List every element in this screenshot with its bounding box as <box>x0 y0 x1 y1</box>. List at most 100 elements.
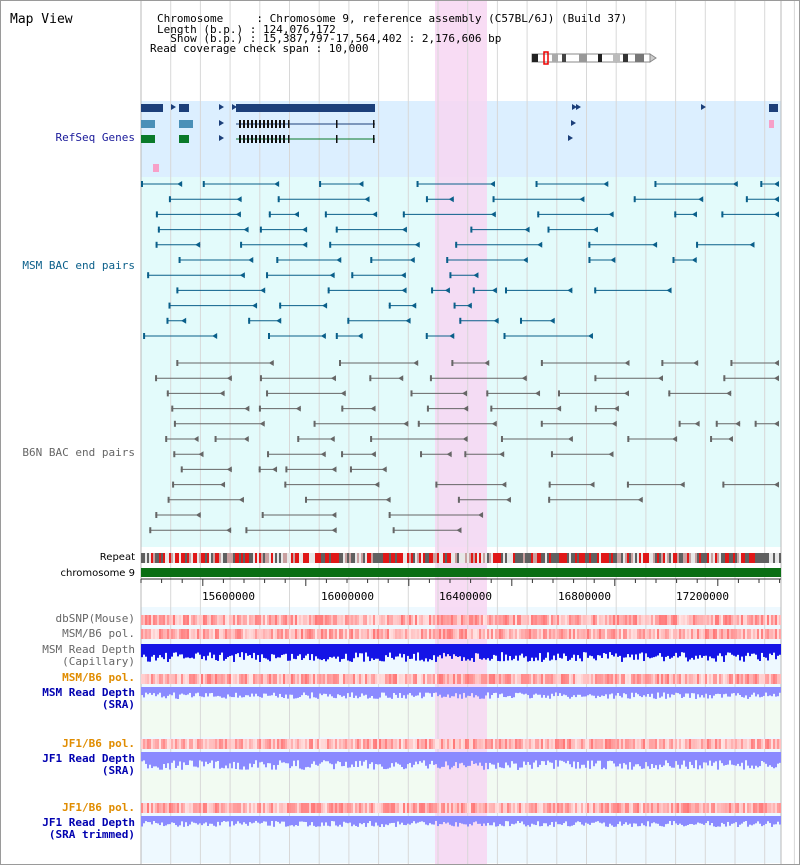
polymorphism-cell <box>241 629 243 639</box>
track-label-jf1-pol-1[interactable]: JF1/B6 pol. <box>62 737 135 750</box>
polymorphism-cell <box>513 739 515 749</box>
b6n-bac-pair-end <box>320 451 326 458</box>
polymorphism-cell <box>579 674 581 684</box>
track-label-msm-bac[interactable]: MSM BAC end pairs <box>22 259 135 272</box>
track-label-jf1-depth[interactable]: JF1 Read Depth <box>42 752 135 765</box>
msm-capillary-depth-bar <box>759 644 761 662</box>
jf1-sra-depth-bar <box>655 752 657 766</box>
repeat-segment <box>219 553 221 563</box>
b6n-bac-pair-end <box>462 390 468 397</box>
polymorphism-cell <box>221 629 223 639</box>
polymorphism-cell <box>357 739 359 749</box>
track-label-b6n-bac[interactable]: B6N BAC end pairs <box>22 446 135 459</box>
track-label-dbsnp[interactable]: dbSNP(Mouse) <box>55 612 135 625</box>
jf1-trimmed-depth-bar <box>519 816 521 823</box>
jf1-sra-depth-bar <box>443 752 445 767</box>
polymorphism-cell <box>487 629 489 639</box>
track-label-repeat[interactable]: Repeat <box>99 552 135 563</box>
msm-capillary-depth-bar <box>423 644 425 662</box>
msm-sra-depth-bar <box>665 687 667 699</box>
jf1-trimmed-depth-bar <box>617 816 619 825</box>
polymorphism-cell <box>561 615 563 625</box>
b6n-bac-pair-end <box>715 420 718 427</box>
msm-capillary-depth-bar <box>529 644 531 661</box>
msm-sra-depth-bar <box>527 687 529 696</box>
jf1-trimmed-depth-bar <box>213 816 215 826</box>
polymorphism-cell <box>551 674 553 684</box>
msm-capillary-depth-bar <box>581 644 583 662</box>
msm-sra-depth-bar <box>443 687 445 697</box>
msm-capillary-depth-bar <box>273 644 275 655</box>
polymorphism-cell <box>203 739 205 749</box>
repeat-segment <box>161 553 163 563</box>
polymorphism-cell <box>191 615 193 625</box>
polymorphism-cell <box>731 629 733 639</box>
jf1-sra-depth-bar <box>657 752 659 770</box>
polymorphism-cell <box>259 629 261 639</box>
msm-sra-depth-bar <box>465 687 467 698</box>
polymorphism-cell <box>465 629 467 639</box>
polymorphism-cell <box>533 629 535 639</box>
polymorphism-cell <box>311 803 313 813</box>
track-label-msm-depth-cap[interactable]: MSM Read Depth <box>42 643 135 656</box>
polymorphism-cell <box>339 615 341 625</box>
polymorphism-cell <box>385 674 387 684</box>
msm-sra-depth-bar <box>251 687 253 694</box>
msm-sra-depth-bar <box>529 687 531 699</box>
polymorphism-cell <box>285 739 287 749</box>
repeat-segment <box>147 553 149 563</box>
repeat-segment <box>689 553 691 563</box>
track-label-msm-depth-sra[interactable]: MSM Read Depth <box>42 686 135 699</box>
polymorphism-cell <box>403 739 405 749</box>
repeat-segment <box>635 553 637 563</box>
polymorphism-cell <box>633 674 635 684</box>
track-label-msm-b6-pol-1[interactable]: MSM/B6 pol. <box>62 627 135 640</box>
repeat-segment <box>567 553 569 563</box>
jf1-sra-depth-bar <box>687 752 689 769</box>
polymorphism-cell <box>671 615 673 625</box>
polymorphism-cell <box>361 674 363 684</box>
b6n-bac-pair-end <box>420 451 423 458</box>
jf1-sra-depth-bar <box>753 752 755 769</box>
track-label-jf1-pol-2[interactable]: JF1/B6 pol. <box>62 801 135 814</box>
polymorphism-cell <box>623 739 625 749</box>
jf1-trimmed-depth-bar <box>663 816 665 827</box>
msm-bac-pair-end <box>472 287 475 294</box>
jf1-sra-depth-bar <box>481 752 483 766</box>
msm-sra-depth-bar <box>419 687 421 693</box>
msm-capillary-depth-bar <box>297 644 299 656</box>
jf1-sra-depth-bar <box>641 752 643 769</box>
jf1-sra-depth-bar <box>313 752 315 762</box>
msm-sra-depth-bar <box>577 687 579 695</box>
polymorphism-cell <box>483 674 485 684</box>
polymorphism-cell <box>217 739 219 749</box>
track-label-msm-b6-pol-2[interactable]: MSM/B6 pol. <box>62 671 135 684</box>
polymorphism-cell <box>323 739 325 749</box>
jf1-trimmed-depth-bar <box>435 816 437 821</box>
polymorphism-cell <box>371 629 373 639</box>
polymorphism-cell <box>551 629 553 639</box>
repeat-segment <box>657 553 659 563</box>
polymorphism-cell <box>377 674 379 684</box>
repeat-segment <box>559 553 561 563</box>
polymorphism-cell <box>545 629 547 639</box>
track-label-refseq[interactable]: RefSeq Genes <box>55 131 135 144</box>
track-label-jf1-trimmed[interactable]: JF1 Read Depth <box>42 816 135 829</box>
polymorphism-cell <box>271 674 273 684</box>
jf1-sra-depth-bar <box>645 752 647 763</box>
polymorphism-cell <box>639 674 641 684</box>
polymorphism-cell <box>229 629 231 639</box>
length-info: Length (b.p.) : 124,076,172 <box>157 23 336 36</box>
polymorphism-cell <box>761 803 763 813</box>
b6n-bac-pair-end <box>226 375 232 382</box>
msm-sra-depth-bar <box>335 687 337 699</box>
msm-sra-depth-bar <box>505 687 507 698</box>
polymorphism-cell <box>339 629 341 639</box>
b6n-bac-pair-end <box>149 527 152 534</box>
polymorphism-cell <box>739 739 741 749</box>
polymorphism-cell <box>165 803 167 813</box>
polymorphism-cell <box>771 739 773 749</box>
polymorphism-cell <box>159 803 161 813</box>
jf1-trimmed-depth-bar <box>285 816 287 827</box>
